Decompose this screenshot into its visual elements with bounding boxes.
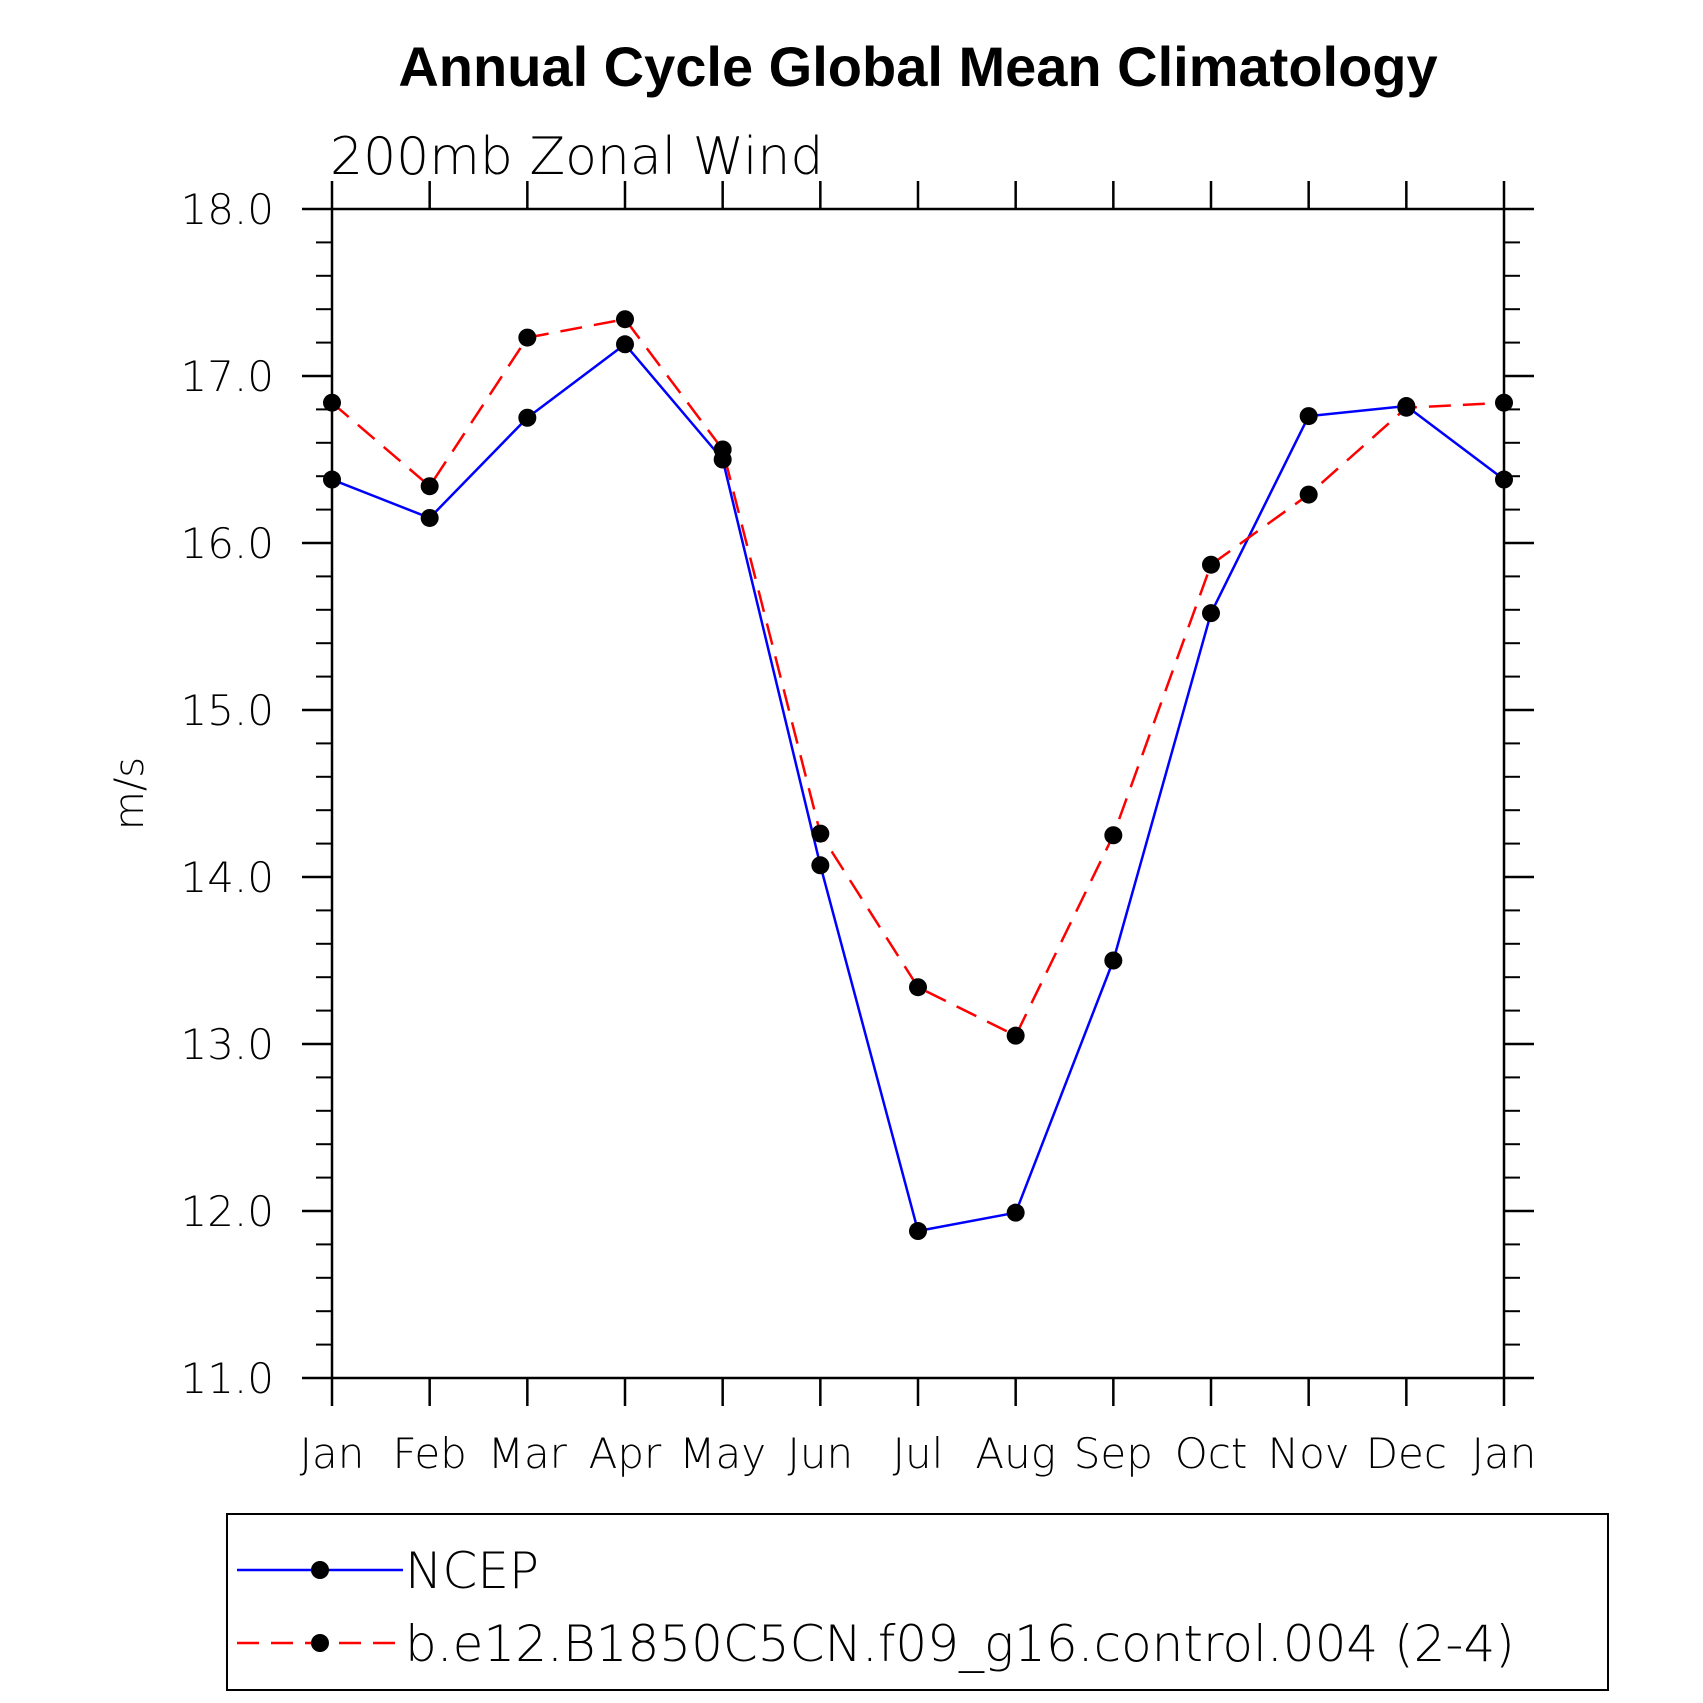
legend-label-2: b.e12.B1850C5CN.f09_g16.control.004 (2-4… (405, 1615, 1515, 1673)
x-tick-label: Jul (893, 1429, 944, 1478)
x-tick-label: Nov (1268, 1429, 1350, 1478)
y-tick-label: 11.0 (180, 1354, 274, 1403)
plot-frame (330, 207, 1506, 1380)
legend-box (226, 1513, 1609, 1691)
series-1-point (909, 1222, 927, 1241)
x-tick-label: Jun (788, 1429, 854, 1478)
series-1-point (1495, 470, 1513, 489)
series-1-point (1299, 407, 1318, 426)
x-tick-label: Apr (589, 1429, 662, 1478)
series-2-point (1495, 393, 1513, 412)
x-tick-label: Jan (300, 1429, 365, 1478)
series-1-point (1202, 604, 1220, 623)
y-tick-label: 17.0 (180, 352, 274, 401)
x-tick-label: Mar (488, 1429, 568, 1478)
series-2-point (909, 978, 927, 997)
x-tick-label: Jan (1472, 1429, 1537, 1478)
x-tick-label: Aug (975, 1429, 1056, 1478)
y-tick-label: 18.0 (180, 185, 274, 234)
x-tick-label: Sep (1074, 1429, 1153, 1478)
series-2-point (713, 440, 732, 459)
series-2-point (811, 824, 830, 843)
y-tick-label: 15.0 (180, 686, 274, 735)
series-2-point (1299, 485, 1318, 504)
series-2-point (518, 328, 537, 347)
series-line-2 (331, 317, 1505, 1037)
x-tick-label: May (679, 1429, 766, 1478)
y-axis-label: m/s (107, 757, 153, 830)
legend-marker-2 (311, 1634, 329, 1652)
x-tick-label: Dec (1366, 1429, 1447, 1478)
y-tick-label: 16.0 (180, 519, 274, 568)
legend-label-1: NCEP (405, 1542, 539, 1600)
series-2-point (616, 310, 634, 329)
series-1-point (616, 335, 634, 354)
legend-marker-1 (311, 1561, 329, 1579)
chart-title: Annual Cycle Global Mean Climatology (398, 35, 1437, 98)
series-2-point (1397, 398, 1416, 417)
series-1-point (1006, 1203, 1025, 1222)
series-2-point (1006, 1026, 1025, 1045)
x-tick-label: Oct (1175, 1429, 1248, 1478)
series-1-point (518, 408, 537, 427)
y-tick-label: 12.0 (180, 1187, 274, 1236)
y-tick-label: 14.0 (180, 853, 274, 902)
y-tick-label: 13.0 (180, 1020, 274, 1069)
series-2-point (1104, 826, 1123, 845)
plot-area: Jan Feb Mar Apr May Jun Jul Aug Sep Oct Nov Dec Jan 1… (180, 181, 1536, 1478)
series-2-point (1202, 555, 1220, 574)
legend: NCEP b.e12.B1850C5CN.f09_g16.control.004 … (226, 1513, 1609, 1691)
series-1-point (811, 856, 830, 875)
x-tick-label: Feb (392, 1429, 466, 1478)
series-1-point (1104, 951, 1123, 970)
series-1-point (323, 470, 341, 489)
chart-subtitle: 200mb Zonal Wind (330, 127, 823, 187)
series-2-point (420, 477, 439, 496)
series-2-point (323, 393, 341, 412)
series-1-point (420, 508, 439, 527)
